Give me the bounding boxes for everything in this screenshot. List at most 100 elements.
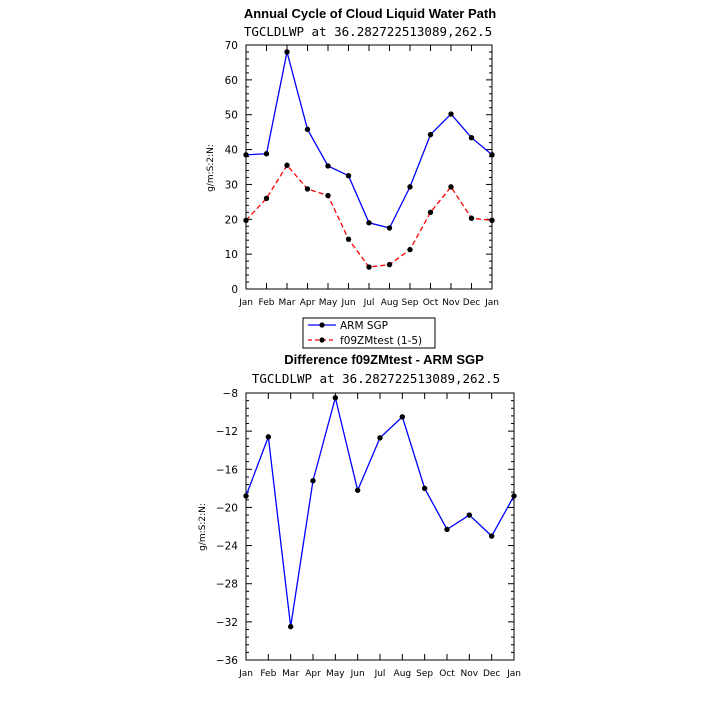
chart1-series-1-point (263, 195, 270, 202)
chart1-ytick-label: 0 (231, 284, 238, 296)
chart2-xtick-label: Jul (374, 669, 386, 679)
chart1-series-0-point (325, 163, 331, 169)
chart1-series-0-point (427, 131, 434, 138)
chart1-xtick-label: Feb (259, 298, 275, 308)
chart2-ytick-label: −16 (216, 464, 238, 476)
chart1-series-line-1 (245, 164, 493, 268)
chart1-xtick-label: May (319, 298, 338, 308)
chart1-xtick-label: Apr (300, 298, 316, 308)
chart1-series-0-point (366, 220, 372, 226)
chart1-series-0-point (468, 135, 475, 141)
chart2-series-0-point (488, 533, 495, 539)
chart2-series-0-point (354, 487, 361, 493)
chart1-ytick-label: 40 (225, 145, 238, 157)
chart1-xtick-label: Dec (463, 298, 480, 308)
chart2-xtick-label: Feb (260, 669, 276, 679)
chart1-ytick-label: 20 (225, 214, 238, 226)
chart2-series-0-point (377, 435, 383, 441)
chart1-series-1-point (243, 217, 249, 224)
chart1-series-1-point (407, 246, 413, 253)
chart1-series-0-point (448, 111, 454, 117)
chart1-series-0-point (407, 184, 413, 190)
chart1-series-line-0 (245, 51, 493, 229)
chart2-series-0-point (243, 493, 249, 499)
chart2-ylabel: g/m:S:2:N: (198, 503, 208, 551)
chart2-ytick-label: −28 (216, 579, 238, 591)
chart2-series-0-point (444, 526, 450, 533)
chart2-series-0-point (310, 478, 316, 484)
chart2-series-0-point (399, 414, 406, 420)
chart2-xtick-label: Apr (305, 669, 321, 679)
chart1-plot-frame (245, 44, 493, 290)
chart1-marks: 0 10 20 30 40 50 60 70 Jan Feb Mar Apr May Jun Jul Aug S… (225, 40, 499, 308)
chart1-legend: ARM SGP f09ZMtest (1-5) (302, 317, 436, 349)
chart2-title: Difference f09ZMtest - ARM SGP (284, 352, 484, 367)
legend-marker-arm (319, 322, 325, 328)
chart2-ytick-label: −12 (216, 426, 238, 438)
chart1-series-0-point (345, 173, 352, 179)
chart2-series-0-point (287, 623, 294, 630)
chart1-ytick-label: 60 (225, 75, 238, 87)
chart1-xtick-label: Sep (402, 298, 419, 308)
chart2-series-0-point (511, 493, 517, 499)
chart2-series-line-0 (245, 397, 515, 627)
chart1-subtitle: TGCLDLWP at 36.282722513089,262.5 (244, 24, 492, 39)
chart2-ytick-label: −36 (216, 655, 238, 667)
legend-box (302, 317, 436, 349)
chart1-series-1-point (345, 236, 352, 242)
chart1-series-1-point (325, 192, 331, 199)
chart2-plot-frame (245, 392, 515, 661)
chart1-series-1-point (448, 184, 454, 190)
chart2-series-0-point (466, 512, 473, 518)
chart1-series-1-point (366, 264, 372, 270)
chart2-xtick-label: Oct (439, 669, 455, 679)
chart1-title: Annual Cycle of Cloud Liquid Water Path (244, 6, 496, 21)
chart2-xtick-label: Jan (506, 669, 521, 679)
legend-label-arm: ARM SGP (340, 320, 388, 332)
chart2-xtick-label: Jan (238, 669, 253, 679)
chart1-series-1-point (284, 162, 290, 168)
chart2-series-0-point (332, 395, 339, 401)
chart1-series-0-point (284, 49, 290, 55)
chart1-ylabel: g/m:S:2:N: (206, 144, 216, 192)
chart2-xtick-label: Dec (483, 669, 500, 679)
chart1-series-0-point (386, 225, 393, 231)
chart1-ytick-label: 10 (225, 249, 238, 261)
chart1-series-1-point (427, 209, 434, 216)
chart1-series-1-point (489, 217, 495, 224)
legend-marker-model (319, 337, 325, 343)
chart1-series-0-point (263, 151, 270, 157)
chart2-xtick-label: Nov (461, 669, 479, 679)
chart1-xtick-label: Jun (340, 298, 355, 308)
chart1-xtick-label: Oct (423, 298, 439, 308)
chart2-xtick-label: May (326, 669, 345, 679)
chart1-series-0-point (304, 126, 311, 133)
chart2-marks: −36 −32 −28 −24 −20 −16 −12 −8 Jan Feb Mar Apr May Ju… (216, 388, 521, 679)
chart1-xtick-label: Mar (279, 298, 296, 308)
chart2-xtick-label: Mar (282, 669, 299, 679)
chart1-series-1-point (468, 215, 475, 221)
chart1-xtick-label: Jan (238, 298, 253, 308)
chart2-ytick-label: −8 (223, 388, 238, 400)
chart1-series-1-point (386, 261, 393, 268)
chart2-xtick-label: Sep (416, 669, 433, 679)
chart2-ytick-label: −24 (216, 541, 238, 553)
chart2-ytick-label: −20 (216, 502, 238, 514)
chart1-series-1-point (304, 186, 311, 192)
chart2-series-0-point (265, 434, 272, 440)
chart1-ytick-label: 70 (225, 40, 238, 52)
chart1-xtick-label: Aug (381, 298, 399, 308)
chart1-xtick-label: Jul (363, 298, 375, 308)
chart1-xtick-label: Jan (484, 298, 499, 308)
chart2-xtick-label: Jun (350, 669, 365, 679)
chart1-ytick-label: 50 (225, 110, 238, 122)
chart2-subtitle: TGCLDLWP at 36.282722513089,262.5 (252, 371, 500, 386)
chart1-series-0-point (243, 152, 249, 158)
chart1-series-0-point (489, 152, 495, 158)
chart2-series-0-point (421, 485, 428, 492)
chart1-ytick-label: 30 (225, 179, 238, 191)
chart2-ytick-label: −32 (216, 617, 238, 629)
chart2-xtick-label: Aug (394, 669, 412, 679)
legend-label-model: f09ZMtest (1-5) (340, 335, 422, 347)
